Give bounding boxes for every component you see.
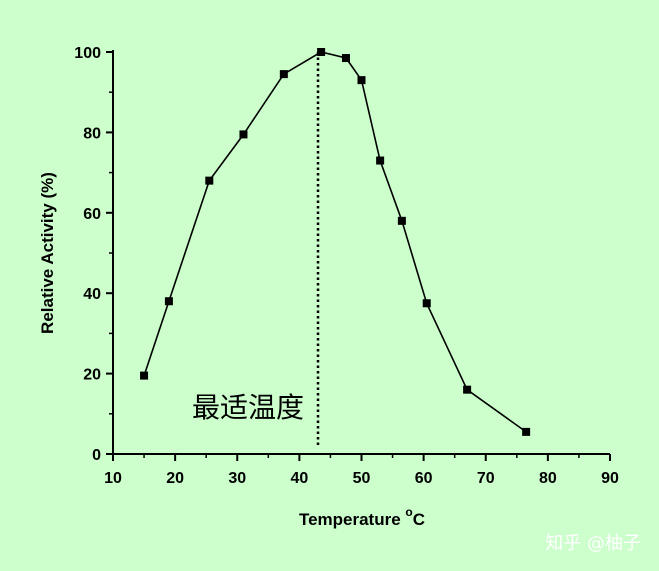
x-tick-label: 10 [104, 470, 122, 487]
x-tick-label: 30 [228, 470, 246, 487]
watermark-text: 知乎 @柚子 [545, 533, 641, 554]
data-point [463, 385, 472, 394]
data-point [239, 130, 248, 139]
axes [106, 50, 611, 461]
x-tick-label: 80 [539, 470, 557, 487]
x-axis-title: Temperature oC [299, 505, 425, 529]
y-tick-label: 80 [83, 125, 101, 142]
data-marks [140, 48, 531, 448]
data-point [140, 371, 149, 380]
optimum-temperature-label: 最适温度 [192, 391, 304, 424]
labels: 10 20 30 40 50 60 70 80 90 0 20 40 60 80 100 Relative A… [38, 45, 641, 554]
x-tick-label: 90 [601, 470, 619, 487]
x-tick-label: 50 [353, 470, 371, 487]
y-axis-title: Relative Activity (%) [38, 172, 57, 334]
data-point [279, 70, 288, 79]
y-tick-label: 60 [83, 206, 101, 223]
data-point [376, 156, 385, 165]
data-point [397, 216, 406, 225]
series-line [143, 51, 527, 433]
data-point [205, 176, 214, 185]
data-point [317, 48, 326, 56]
x-tick-label: 20 [166, 470, 184, 487]
data-point [341, 54, 350, 63]
x-tick-label: 70 [477, 470, 495, 487]
x-tick-label: 40 [290, 470, 308, 487]
data-point [522, 427, 531, 436]
y-tick-label: 20 [83, 367, 101, 384]
data-point [422, 299, 431, 308]
y-tick-label: 40 [83, 286, 101, 303]
data-point [164, 297, 173, 306]
data-point [357, 76, 366, 85]
x-tick-label: 60 [415, 470, 433, 487]
y-tick-label: 100 [74, 45, 101, 62]
y-tick-label: 0 [92, 447, 101, 464]
